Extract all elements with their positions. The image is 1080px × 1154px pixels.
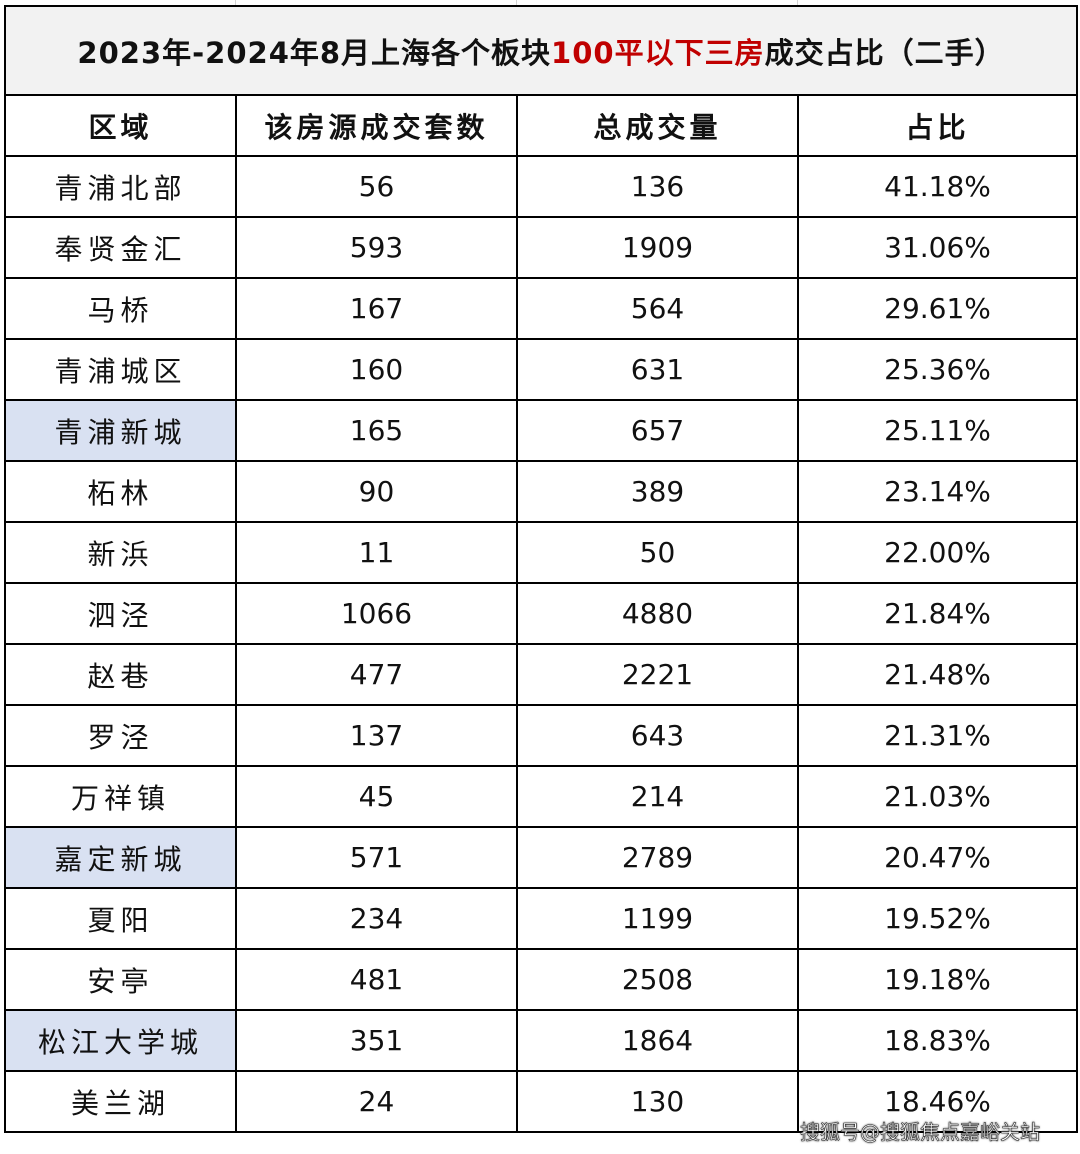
cell-total: 1909 <box>516 216 799 279</box>
data-table: 2023年-2024年8月上海各个板块100平以下三房成交占比（二手） 区域 该… <box>3 5 1079 1133</box>
table-row: 青浦城区 160 631 25.36% <box>4 338 1079 401</box>
cell-area: 嘉定新城 <box>4 826 237 889</box>
cell-area: 松江大学城 <box>4 1009 237 1072</box>
table-row: 柘林 90 389 23.14% <box>4 460 1079 523</box>
cell-ratio: 21.03% <box>796 765 1079 828</box>
cell-area: 泗泾 <box>4 582 237 645</box>
cell-total: 4880 <box>516 582 799 645</box>
cell-total: 1199 <box>516 887 799 950</box>
cell-area: 青浦新城 <box>4 399 237 462</box>
cell-total: 1864 <box>516 1009 799 1072</box>
title-row: 2023年-2024年8月上海各个板块100平以下三房成交占比（二手） <box>3 5 1079 96</box>
cell-ratio: 19.52% <box>796 887 1079 950</box>
cell-count: 481 <box>235 948 518 1011</box>
cell-ratio: 21.31% <box>796 704 1079 767</box>
table-title: 2023年-2024年8月上海各个板块100平以下三房成交占比（二手） <box>3 5 1079 96</box>
cell-total: 2221 <box>516 643 799 706</box>
cell-count: 477 <box>235 643 518 706</box>
cell-area: 奉贤金汇 <box>4 216 237 279</box>
cell-area: 罗泾 <box>4 704 237 767</box>
table-row: 罗泾 137 643 21.31% <box>4 704 1079 767</box>
cell-count: 593 <box>235 216 518 279</box>
cell-count: 90 <box>235 460 518 523</box>
cell-count: 351 <box>235 1009 518 1072</box>
title-highlight: 100平以下三房 <box>551 35 765 70</box>
cell-area: 赵巷 <box>4 643 237 706</box>
cell-area: 美兰湖 <box>4 1070 237 1133</box>
column-header-area: 区域 <box>4 94 237 157</box>
cell-total: 631 <box>516 338 799 401</box>
cell-area: 万祥镇 <box>4 765 237 828</box>
cell-ratio: 22.00% <box>796 521 1079 584</box>
cell-ratio: 25.11% <box>796 399 1079 462</box>
cell-total: 50 <box>516 521 799 584</box>
cell-count: 137 <box>235 704 518 767</box>
cell-total: 389 <box>516 460 799 523</box>
cell-count: 167 <box>235 277 518 340</box>
table-row: 松江大学城 351 1864 18.83% <box>4 1009 1079 1072</box>
table-row: 夏阳 234 1199 19.52% <box>4 887 1079 950</box>
spreadsheet-gridlines <box>0 0 1080 6</box>
cell-ratio: 25.36% <box>796 338 1079 401</box>
table-row: 新浜 11 50 22.00% <box>4 521 1079 584</box>
cell-area: 柘林 <box>4 460 237 523</box>
column-header-total: 总成交量 <box>516 94 799 157</box>
column-header-ratio: 占比 <box>796 94 1079 157</box>
cell-ratio: 18.46% <box>796 1070 1079 1133</box>
cell-ratio: 19.18% <box>796 948 1079 1011</box>
cell-total: 564 <box>516 277 799 340</box>
cell-total: 136 <box>516 155 799 218</box>
cell-count: 571 <box>235 826 518 889</box>
cell-ratio: 29.61% <box>796 277 1079 340</box>
title-prefix: 2023年-2024年8月上海各个板块 <box>77 35 552 70</box>
title-suffix: 成交占比（二手） <box>764 35 1005 70</box>
table-row: 泗泾 1066 4880 21.84% <box>4 582 1079 645</box>
cell-count: 24 <box>235 1070 518 1133</box>
table-row: 安亭 481 2508 19.18% <box>4 948 1079 1011</box>
cell-total: 214 <box>516 765 799 828</box>
table-row: 青浦新城 165 657 25.11% <box>4 399 1079 462</box>
cell-area: 安亭 <box>4 948 237 1011</box>
cell-total: 130 <box>516 1070 799 1133</box>
cell-total: 2789 <box>516 826 799 889</box>
cell-count: 234 <box>235 887 518 950</box>
cell-area: 青浦城区 <box>4 338 237 401</box>
cell-total: 643 <box>516 704 799 767</box>
header-row: 区域 该房源成交套数 总成交量 占比 <box>4 94 1079 157</box>
table-row: 万祥镇 45 214 21.03% <box>4 765 1079 828</box>
cell-ratio: 23.14% <box>796 460 1079 523</box>
cell-area: 夏阳 <box>4 887 237 950</box>
cell-area: 青浦北部 <box>4 155 237 218</box>
watermark: 搜狐号@搜狐焦点嘉峪关站 <box>800 1120 1041 1145</box>
table-row: 嘉定新城 571 2789 20.47% <box>4 826 1079 889</box>
cell-total: 2508 <box>516 948 799 1011</box>
cell-total: 657 <box>516 399 799 462</box>
table-row: 赵巷 477 2221 21.48% <box>4 643 1079 706</box>
table-row: 青浦北部 56 136 41.18% <box>4 155 1079 218</box>
cell-count: 1066 <box>235 582 518 645</box>
cell-ratio: 20.47% <box>796 826 1079 889</box>
cell-area: 马桥 <box>4 277 237 340</box>
table-row: 奉贤金汇 593 1909 31.06% <box>4 216 1079 279</box>
cell-ratio: 31.06% <box>796 216 1079 279</box>
column-header-count: 该房源成交套数 <box>235 94 518 157</box>
cell-count: 56 <box>235 155 518 218</box>
cell-count: 45 <box>235 765 518 828</box>
cell-ratio: 18.83% <box>796 1009 1079 1072</box>
cell-count: 11 <box>235 521 518 584</box>
cell-ratio: 21.48% <box>796 643 1079 706</box>
table-row: 美兰湖 24 130 18.46% <box>4 1070 1079 1133</box>
cell-count: 165 <box>235 399 518 462</box>
table-row: 马桥 167 564 29.61% <box>4 277 1079 340</box>
cell-count: 160 <box>235 338 518 401</box>
cell-ratio: 21.84% <box>796 582 1079 645</box>
cell-area: 新浜 <box>4 521 237 584</box>
cell-ratio: 41.18% <box>796 155 1079 218</box>
